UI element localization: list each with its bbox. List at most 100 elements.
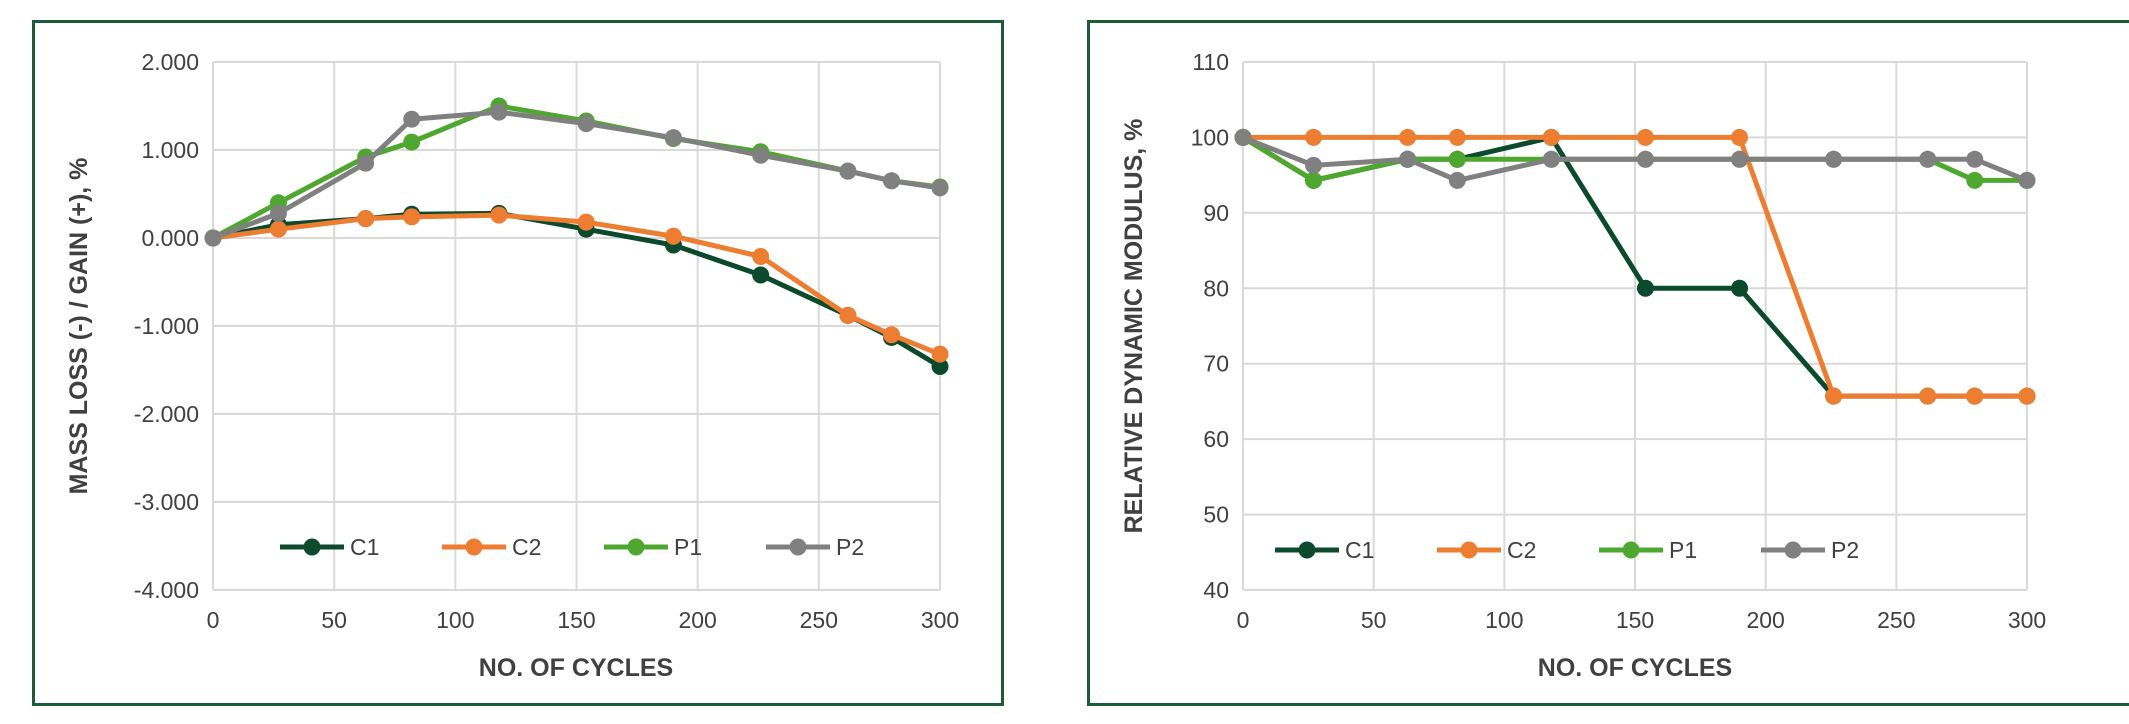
- x-tick-label: 50: [1361, 607, 1387, 633]
- x-tick-label: 150: [1616, 607, 1654, 633]
- data-point: [490, 103, 508, 121]
- y-axis-title: MASS LOSS (-) / GAIN (+), %: [65, 158, 93, 495]
- data-point: [1399, 128, 1417, 146]
- y-tick-label: 80: [1203, 275, 1229, 301]
- mass-change-chart: 2.000 1.000 0.000 -1.000 -2.000 -3.000 -4.000 0…: [65, 49, 959, 682]
- series-c2: [1234, 128, 2036, 405]
- data-point: [577, 213, 595, 231]
- data-point: [357, 210, 375, 228]
- legend-swatch-marker: [1460, 541, 1478, 559]
- y-axis-title: RELATIVE DYNAMIC MODULUS, %: [1120, 119, 1148, 534]
- data-point: [664, 129, 682, 147]
- legend-item-c1: C1: [1275, 537, 1374, 563]
- legend-item-c2: C2: [1437, 537, 1536, 563]
- dynamic-modulus-chart: 110 100 90 80 70 60 50 40 0 50 100 150 200 250 300 NO. …: [1120, 49, 2046, 682]
- y-tick-label: 0.000: [141, 225, 199, 251]
- data-point: [403, 110, 421, 128]
- legend-item-p2: P2: [1761, 537, 1859, 563]
- legend-swatch-marker: [303, 538, 321, 556]
- data-point: [577, 115, 595, 133]
- data-point: [1542, 128, 1560, 146]
- x-tick-label: 300: [2008, 607, 2046, 633]
- data-point: [839, 162, 857, 180]
- data-point: [269, 220, 287, 238]
- gridlines: [1242, 61, 2028, 591]
- data-point: [1305, 171, 1323, 189]
- series-p2: [204, 103, 949, 247]
- y-tick-label: 110: [1192, 49, 1229, 75]
- x-tick-label: 100: [1485, 607, 1523, 633]
- legend-item-p1: P1: [1599, 537, 1697, 563]
- data-point: [883, 326, 901, 344]
- data-point: [2018, 171, 2036, 189]
- legend-label: C2: [512, 534, 541, 560]
- mass-change-chart-panel: 2.000 1.000 0.000 -1.000 -2.000 -3.000 -4.000 0…: [32, 20, 1004, 706]
- data-point: [1305, 156, 1323, 174]
- legend-item-c1: C1: [280, 534, 379, 560]
- legend-label: P2: [836, 534, 864, 560]
- y-tick-label: -1.000: [134, 313, 199, 339]
- y-tick-label: 2.000: [141, 49, 199, 75]
- data-point: [883, 172, 901, 190]
- data-point: [752, 247, 770, 265]
- x-tick-label: 250: [1877, 607, 1915, 633]
- data-point: [752, 146, 770, 164]
- data-point: [1448, 150, 1466, 168]
- data-point: [1448, 128, 1466, 146]
- data-point: [1731, 279, 1749, 297]
- data-point: [1636, 150, 1654, 168]
- legend-swatch-marker: [627, 538, 645, 556]
- legend-item-p1: P1: [604, 534, 702, 560]
- y-tick-label: 50: [1203, 502, 1229, 528]
- data-point: [1966, 387, 1984, 405]
- x-tick-label: 50: [321, 607, 347, 633]
- y-tick-label: -4.000: [134, 577, 199, 603]
- y-tick-label: -2.000: [134, 401, 199, 427]
- data-point: [1399, 150, 1417, 168]
- legend-swatch-marker: [1622, 541, 1640, 559]
- data-point: [931, 179, 949, 197]
- data-point: [2018, 387, 2036, 405]
- legend-label: P1: [1669, 537, 1697, 563]
- data-point: [1825, 150, 1843, 168]
- data-point: [1731, 150, 1749, 168]
- data-point: [1966, 171, 1984, 189]
- data-point: [931, 345, 949, 363]
- y-tick-label: 40: [1203, 577, 1229, 603]
- legend-label: C2: [1507, 537, 1536, 563]
- y-tick-label: 90: [1203, 200, 1229, 226]
- legend-swatch-marker: [1298, 541, 1316, 559]
- data-point: [839, 306, 857, 324]
- data-point: [204, 229, 222, 247]
- data-point: [1636, 279, 1654, 297]
- y-tick-label: 1.000: [141, 137, 199, 163]
- data-point: [752, 266, 770, 284]
- data-point: [1542, 150, 1560, 168]
- data-point: [269, 204, 287, 222]
- x-tick-label: 150: [557, 607, 595, 633]
- x-tick-label: 100: [436, 607, 474, 633]
- data-point: [1448, 171, 1466, 189]
- data-point: [664, 227, 682, 245]
- data-point: [1305, 128, 1323, 146]
- data-point: [931, 357, 949, 375]
- data-point: [490, 206, 508, 224]
- y-tick-label: 60: [1203, 426, 1229, 452]
- data-point: [1919, 387, 1937, 405]
- x-axis-title: NO. OF CYCLES: [1538, 654, 1732, 682]
- x-tick-label: 200: [678, 607, 716, 633]
- legend-label: P1: [674, 534, 702, 560]
- legend-label: P2: [1831, 537, 1859, 563]
- x-axis-title: NO. OF CYCLES: [479, 654, 673, 682]
- series-c2: [204, 206, 949, 363]
- y-tick-label: 100: [1191, 124, 1229, 150]
- x-tick-label: 250: [800, 607, 838, 633]
- data-point: [1825, 387, 1843, 405]
- legend-label: C1: [350, 534, 379, 560]
- y-tick-label: 70: [1203, 351, 1229, 377]
- x-tick-label: 0: [1237, 607, 1250, 633]
- x-tick-label: 300: [921, 607, 959, 633]
- series-p2: [1234, 128, 2036, 189]
- data-point: [1636, 128, 1654, 146]
- legend-swatch-marker: [465, 538, 483, 556]
